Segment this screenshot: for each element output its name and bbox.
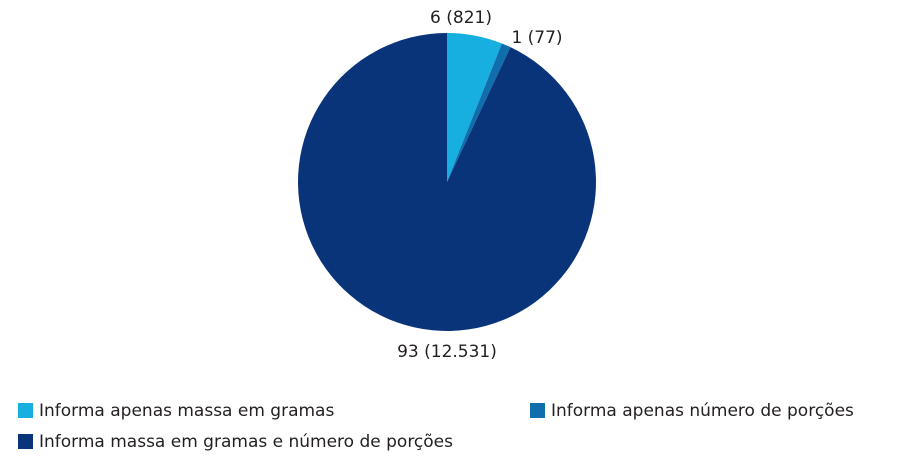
legend-label: Informa apenas massa em gramas [39,401,334,421]
data-label: 6 (821) [430,8,492,28]
data-label: 93 (12.531) [397,342,497,362]
data-label: 1 (77) [511,28,562,48]
legend-swatch [18,403,33,418]
legend-swatch [18,434,33,449]
pie-slice [298,33,597,332]
legend-swatch [530,403,545,418]
legend-label: Informa apenas número de porções [551,401,854,421]
legend-label: Informa massa em gramas e número de porç… [39,432,453,452]
pie-slice [447,43,511,182]
pie-slice [447,33,502,182]
